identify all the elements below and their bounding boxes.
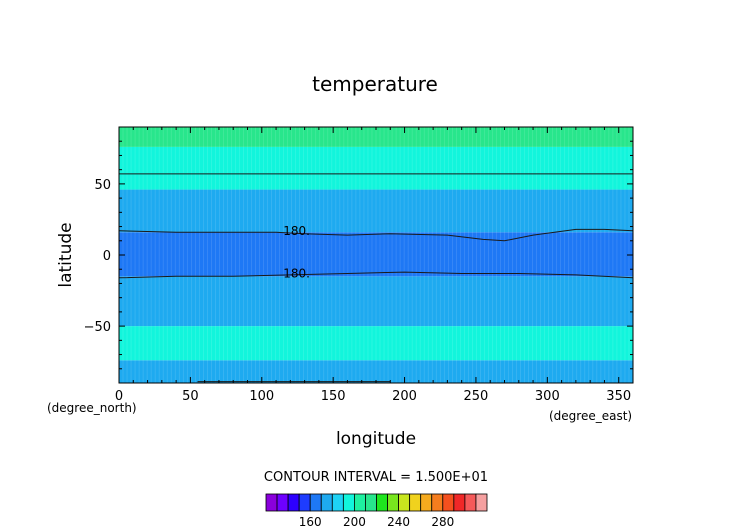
- colorbar-swatch: [464, 493, 477, 512]
- colorbar-swatch: [387, 493, 399, 512]
- contour-line-0: [118, 228, 634, 242]
- colorbar-swatch: [320, 493, 333, 512]
- plot-area: [119, 127, 633, 383]
- x-tick-label: 100: [249, 389, 274, 404]
- x-unit-label: (degree_east): [549, 409, 632, 423]
- x-tick-label: 350: [606, 389, 631, 404]
- colorbar-labels: 160 200 240 280: [299, 515, 455, 529]
- colorbar-swatch: [398, 493, 411, 512]
- y-axis: −50 0 50: [84, 140, 633, 370]
- contour-label: 180.: [283, 266, 310, 280]
- y-axis-label: latitude: [56, 222, 76, 287]
- colorbar-swatch: [475, 493, 488, 512]
- colorbar-swatch: [276, 493, 289, 512]
- x-tick-label: 50: [182, 389, 199, 404]
- contour-band-3: [119, 232, 633, 277]
- contour-band-5: [119, 146, 633, 190]
- colorbar-tick-label: 200: [343, 515, 366, 529]
- contour-band-4: [119, 189, 633, 233]
- contour-band-0: [119, 360, 633, 383]
- colorbar-tick-label: 280: [431, 515, 454, 529]
- contour-band-1: [119, 326, 633, 361]
- x-tick-label: 0: [115, 389, 123, 404]
- colorbar-swatch: [331, 493, 344, 512]
- y-tick-label: 50: [94, 178, 111, 193]
- chart-title: temperature: [312, 72, 438, 96]
- colorbar-swatch: [420, 493, 433, 512]
- colorbar-swatch: [409, 493, 422, 512]
- colorbar-swatch: [287, 493, 300, 512]
- contour-band-6: [119, 127, 633, 147]
- colorbar-swatch: [431, 493, 444, 512]
- contour-line-1: [118, 271, 634, 279]
- colorbar-swatch: [365, 493, 377, 512]
- colorbar-swatch: [298, 493, 311, 512]
- contour-label: 180.: [283, 224, 310, 238]
- colorbar-swatch: [353, 493, 366, 512]
- x-tick-label: 200: [392, 389, 417, 404]
- x-axis-label: longitude: [336, 429, 416, 449]
- colorbar-swatch: [342, 493, 355, 512]
- y-unit-label: (degree_north): [47, 401, 137, 415]
- contour-interval-text: CONTOUR INTERVAL = 1.500E+01: [264, 470, 488, 485]
- y-tick-label: −50: [84, 320, 111, 335]
- colorbar-swatch: [309, 493, 322, 512]
- plot-texture: [118, 127, 634, 383]
- colorbar-swatch: [442, 493, 455, 512]
- x-tick-label: 150: [321, 389, 346, 404]
- x-tick-label: 300: [535, 389, 560, 404]
- colorbar: [265, 493, 488, 512]
- colorbar-swatch: [376, 493, 388, 512]
- contour-labels: 180. 180.: [283, 224, 310, 281]
- y-tick-label: 0: [103, 249, 111, 264]
- colorbar-tick-label: 160: [299, 515, 322, 529]
- colorbar-tick-label: 240: [387, 515, 410, 529]
- colorbar-swatch: [453, 493, 466, 512]
- x-axis: 0 50 100 150 200 250 300 350: [115, 127, 631, 404]
- colorbar-swatch: [265, 493, 278, 512]
- contour-band-2: [119, 276, 633, 327]
- x-tick-label: 250: [464, 389, 489, 404]
